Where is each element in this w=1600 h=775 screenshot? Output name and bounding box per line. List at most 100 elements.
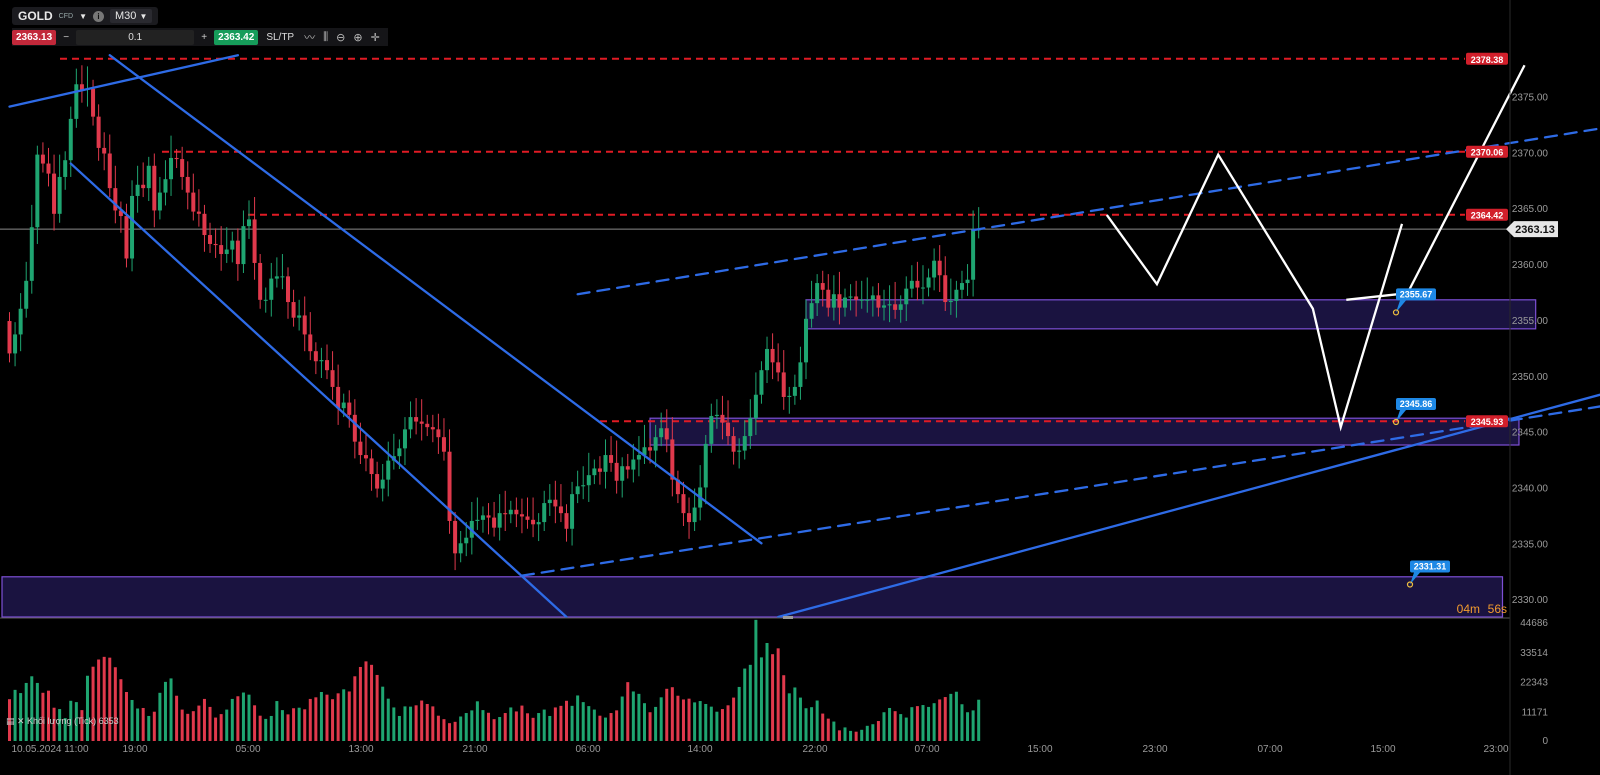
lot-decrease-button[interactable]: − xyxy=(63,31,70,43)
volume-bar xyxy=(553,707,557,741)
volume-bar xyxy=(319,692,323,741)
candle-body xyxy=(274,276,279,279)
candle-body xyxy=(230,240,235,250)
y-tick-label: 2345.00 xyxy=(1512,428,1549,439)
candle-body xyxy=(96,116,101,148)
volume-bar xyxy=(681,699,685,741)
level-badge-label: 2370.06 xyxy=(1471,148,1504,158)
candle-body xyxy=(519,514,524,517)
candle-body xyxy=(737,450,742,452)
chevron-down-icon[interactable]: ▼ xyxy=(79,11,87,21)
candle-body xyxy=(280,276,285,278)
candle-body xyxy=(358,441,363,456)
candle-body xyxy=(174,157,179,160)
candle-body xyxy=(224,249,229,255)
sell-button[interactable]: 2363.13 xyxy=(12,29,57,45)
candle-body xyxy=(52,173,57,214)
candle-body xyxy=(670,439,675,480)
buy-button[interactable]: 2363.42 xyxy=(214,29,259,45)
lot-size-input[interactable]: 0.1 xyxy=(76,29,195,45)
x-tick-label: 23:00 xyxy=(1483,744,1508,755)
candles xyxy=(7,65,981,571)
lot-increase-button[interactable]: + xyxy=(201,31,208,43)
volume-bar xyxy=(431,706,435,741)
x-tick-label: 19:00 xyxy=(122,744,147,755)
candle-body xyxy=(675,479,680,495)
zoom-in-icon[interactable]: ⊕ xyxy=(353,31,363,44)
crosshair-icon[interactable]: ✛ xyxy=(370,31,380,44)
candle-body xyxy=(375,474,380,489)
candle-body xyxy=(659,428,664,438)
one-click-trade-panel: 2363.13 − 0.1 + 2363.42 SL/TP 〰 ⫼ ⊖ ⊕ ✛ xyxy=(12,28,388,46)
volume-bar xyxy=(247,694,251,741)
candlestick-icon[interactable]: ⫼ xyxy=(323,30,329,43)
volume-bar xyxy=(41,692,45,741)
countdown-seconds: 56s xyxy=(1488,602,1507,616)
volume-bar xyxy=(665,688,669,741)
candle-body xyxy=(558,506,563,514)
volume-bar xyxy=(13,689,17,741)
candle-body xyxy=(247,219,252,227)
volume-bar xyxy=(241,692,245,741)
candle-body xyxy=(848,296,853,298)
symbol-name[interactable]: GOLD xyxy=(18,9,53,23)
volume-bar xyxy=(180,709,184,741)
volume-bar xyxy=(514,711,518,741)
volume-bar xyxy=(297,707,301,741)
volume-bar xyxy=(548,715,552,741)
volume-bar xyxy=(570,705,574,741)
volume-bar xyxy=(258,715,262,741)
candle-body xyxy=(447,451,452,521)
y-tick-label: 2340.00 xyxy=(1512,483,1549,494)
volume-bar xyxy=(314,697,318,741)
volume-bar xyxy=(810,707,814,741)
alert-badge xyxy=(1396,397,1436,410)
candle-body xyxy=(208,235,213,244)
candle-body xyxy=(169,157,174,180)
candle-body xyxy=(430,427,435,430)
volume-bar xyxy=(526,713,530,741)
candle-body xyxy=(464,537,469,544)
candle-body xyxy=(458,543,463,554)
candle-body xyxy=(324,360,329,371)
volume-bar xyxy=(670,687,674,741)
candle-body xyxy=(597,468,602,472)
volume-bar xyxy=(559,705,563,741)
symbol-tag: CFD xyxy=(58,12,74,20)
candle-body xyxy=(180,159,185,177)
sltp-button[interactable]: SL/TP xyxy=(266,31,295,43)
volume-bar xyxy=(80,710,84,741)
zoom-out-icon[interactable]: ⊖ xyxy=(336,31,346,44)
volume-bar xyxy=(737,686,741,741)
candle-body xyxy=(575,486,580,495)
volume-bar xyxy=(58,709,62,741)
timeframe-select[interactable]: M30 ▼ xyxy=(109,9,153,23)
volume-bar xyxy=(264,718,268,741)
candle-body xyxy=(336,386,341,409)
volume-label-text: Khối lượng (Tick) 6353 xyxy=(27,716,119,726)
volume-bar xyxy=(358,666,362,741)
volume-bar xyxy=(966,712,970,741)
info-icon[interactable]: i xyxy=(92,10,104,22)
volume-bar xyxy=(531,717,535,741)
volume-bar xyxy=(776,648,780,741)
candle-body xyxy=(687,513,692,523)
candle-body xyxy=(419,421,424,424)
candle-body xyxy=(792,386,797,396)
volume-bar xyxy=(849,730,853,741)
volume-bar xyxy=(603,717,607,741)
trendlines xyxy=(8,54,1600,619)
volume-bar xyxy=(492,719,496,741)
candle-body xyxy=(642,447,647,456)
volume-bar xyxy=(587,706,591,741)
volume-bar xyxy=(620,696,624,741)
line-chart-icon[interactable]: 〰 xyxy=(304,32,316,44)
volume-bar xyxy=(815,700,819,741)
candle-body xyxy=(609,455,614,463)
level-badge xyxy=(1466,415,1508,428)
volume-bar xyxy=(436,715,440,741)
volume-bar xyxy=(882,712,886,741)
x-tick-label: 13:00 xyxy=(348,744,373,755)
volume-bar xyxy=(860,729,864,741)
